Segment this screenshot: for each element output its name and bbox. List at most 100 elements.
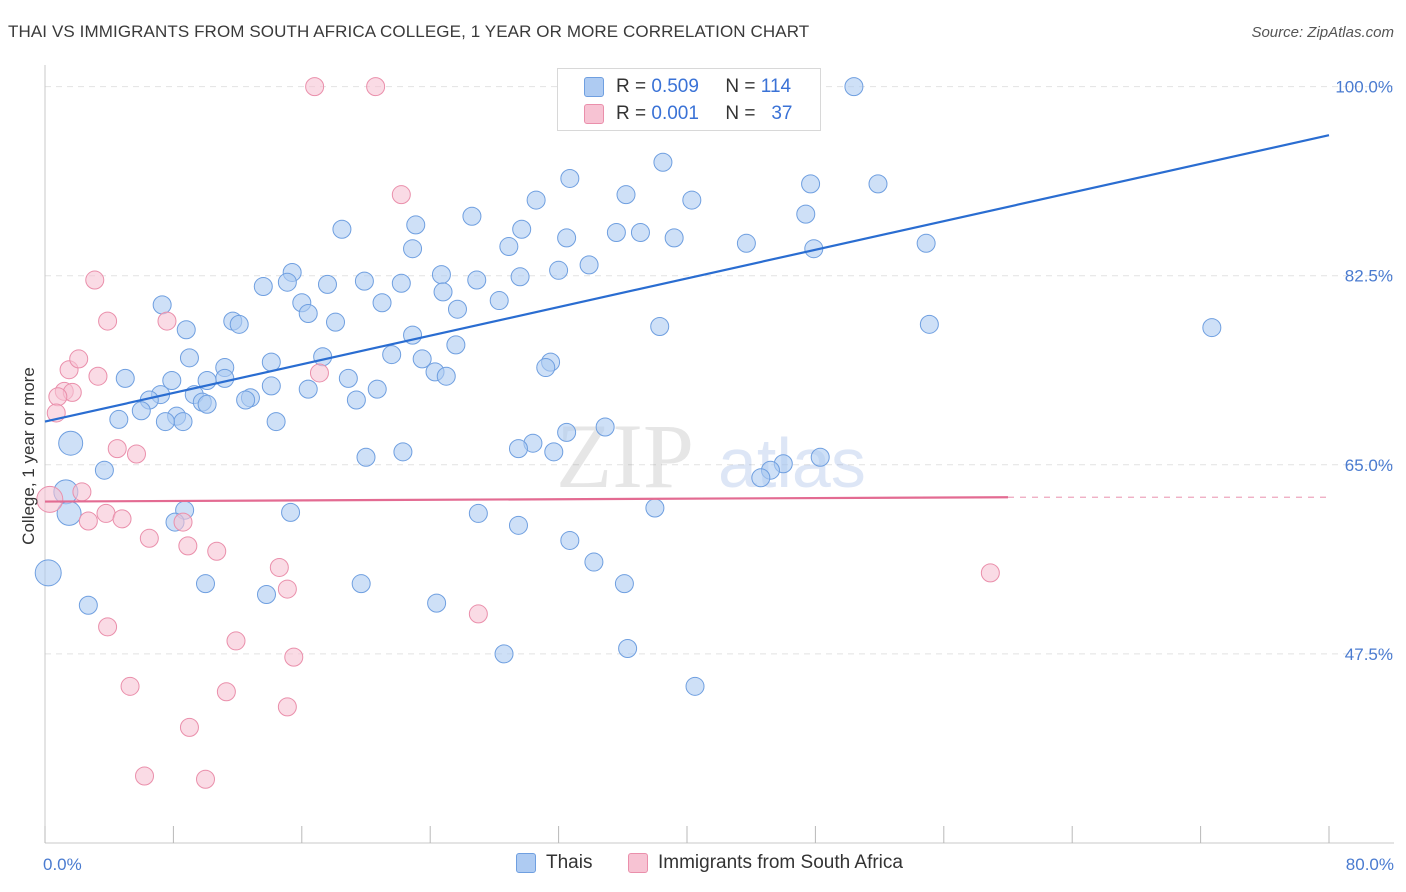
data-point: [229, 314, 249, 334]
data-point: [126, 444, 146, 464]
data-point: [433, 282, 453, 302]
data-point: [94, 460, 114, 480]
data-point: [868, 174, 888, 194]
data-point: [120, 676, 140, 696]
data-point: [810, 447, 830, 467]
data-point: [196, 769, 215, 789]
data-point: [618, 639, 638, 658]
data-point: [557, 422, 577, 442]
data-point: [284, 647, 304, 667]
data-point: [131, 401, 151, 421]
data-point: [85, 270, 105, 290]
axes: [44, 65, 1394, 844]
data-point: [736, 233, 756, 253]
data-point: [372, 293, 392, 313]
data-point: [916, 233, 936, 253]
data-point: [197, 394, 217, 414]
data-point: [751, 468, 771, 488]
legend-r-label: R =: [616, 76, 647, 97]
legend-swatch-south-africa: [628, 853, 648, 873]
y-tick-label: 65.0%: [1345, 456, 1393, 475]
tick-labels: 100.0% 82.5% 65.0% 47.5% 0.0% 80.0%: [43, 78, 1394, 874]
data-point: [178, 536, 198, 556]
legend-n-value: 37: [771, 103, 793, 124]
legend-r-value: 0.001: [651, 103, 699, 124]
data-point: [447, 299, 467, 319]
data-point: [298, 304, 318, 324]
data-point: [614, 574, 634, 594]
data-point: [78, 511, 98, 531]
trend-line-thais: [44, 134, 1330, 423]
y-tick-label: 100.0%: [1335, 78, 1393, 97]
data-point: [391, 185, 411, 205]
data-point: [69, 349, 89, 369]
y-axis-label: College, 1 year or more: [19, 367, 38, 545]
legend-swatch-thais: [516, 853, 536, 873]
data-point: [650, 316, 670, 336]
data-point: [356, 447, 376, 467]
trend-lines: [44, 134, 1330, 503]
data-point: [98, 311, 118, 331]
data-point: [155, 412, 175, 432]
legend-row-south-africa: R = 0.001 N = 37: [584, 102, 792, 126]
data-point: [96, 503, 116, 523]
data-point: [351, 574, 371, 594]
data-point: [162, 371, 182, 391]
data-point: [139, 528, 159, 548]
data-point: [216, 682, 236, 702]
data-point: [393, 442, 413, 462]
data-point: [112, 509, 132, 529]
data-point: [88, 366, 108, 386]
data-point: [332, 219, 352, 239]
data-point: [305, 77, 325, 97]
legend-r-label: R =: [616, 103, 647, 124]
x-tick-label: 0.0%: [43, 855, 82, 874]
data-point: [261, 352, 281, 372]
legend-swatch-thais: [584, 77, 604, 97]
data-point: [431, 265, 451, 285]
data-point: [236, 390, 256, 410]
data-point: [98, 617, 118, 637]
legend-item-thais[interactable]: Thais: [516, 852, 592, 874]
data-point: [157, 311, 177, 331]
data-point: [179, 348, 199, 368]
data-point: [36, 485, 64, 513]
data-point: [173, 512, 193, 532]
data-point: [579, 255, 599, 275]
data-point: [256, 584, 276, 604]
data-point: [446, 335, 466, 355]
data-point: [107, 439, 127, 459]
legend-label-south-africa: Immigrants from South Africa: [658, 852, 903, 873]
chart-title: THAI VS IMMIGRANTS FROM SOUTH AFRICA COL…: [8, 22, 810, 41]
data-point: [277, 697, 297, 717]
data-point: [685, 676, 705, 696]
data-point: [277, 579, 297, 599]
data-point: [560, 530, 580, 550]
watermark-zip: ZIP: [556, 405, 694, 507]
data-point: [253, 277, 273, 297]
data-point: [1202, 318, 1222, 338]
x-tick-label: 80.0%: [1346, 855, 1394, 874]
data-point: [427, 593, 447, 613]
legend-n-label: N =: [725, 103, 756, 124]
legend-n-label: N =: [725, 76, 756, 97]
series-legend: Thais Immigrants from South Africa: [0, 852, 1406, 878]
data-point: [135, 766, 155, 786]
data-point: [436, 366, 456, 386]
data-point: [346, 390, 366, 410]
data-point: [196, 574, 215, 594]
data-point: [109, 409, 129, 429]
data-point: [313, 347, 333, 367]
legend-swatch-south-africa: [584, 104, 604, 124]
legend-r-value: 0.509: [651, 76, 699, 97]
data-point: [664, 228, 684, 248]
series-thais-points: [34, 77, 1222, 696]
data-point: [544, 442, 564, 462]
data-point: [277, 272, 297, 292]
legend-n-value: 114: [760, 76, 792, 97]
legend-item-south-africa[interactable]: Immigrants from South Africa: [628, 852, 903, 874]
data-point: [226, 631, 246, 651]
data-point: [467, 270, 487, 290]
gridlines: [45, 86, 1395, 655]
data-point: [512, 219, 532, 239]
